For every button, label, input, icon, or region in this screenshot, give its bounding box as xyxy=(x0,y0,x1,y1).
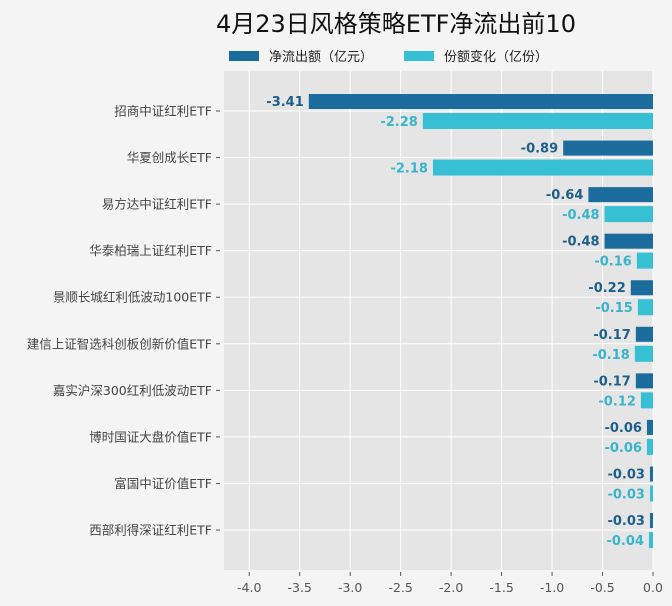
axes: -4.0 -3.5 -3.0 -2.5 -2.0 -1.5 -1.0 -0.5 0.0 招商中证红… xyxy=(27,104,663,596)
bar-net-outflow xyxy=(630,280,653,296)
data-label: -0.17 xyxy=(593,374,630,389)
x-tick-label: -0.5 xyxy=(590,580,614,595)
legend: 净流出额（亿元） 份额变化（亿份） xyxy=(229,49,548,65)
data-label: -0.17 xyxy=(593,328,630,343)
bar-share-change xyxy=(604,206,653,223)
data-label: -0.48 xyxy=(562,208,599,223)
x-tick-label: -2.0 xyxy=(439,580,463,595)
bar-net-outflow xyxy=(588,187,653,203)
data-label: -0.06 xyxy=(604,421,641,436)
data-label: -0.03 xyxy=(607,487,644,502)
bar-net-outflow xyxy=(635,326,653,342)
category-label: 富国中证价值ETF xyxy=(114,476,212,491)
category-label: 招商中证红利ETF xyxy=(114,104,212,119)
data-label: -0.06 xyxy=(604,441,641,456)
data-label: -2.28 xyxy=(380,115,417,130)
category-label: 西部利得深证红利ETF xyxy=(89,523,212,538)
x-tick-label: -1.5 xyxy=(489,580,513,595)
x-tick-label: -1.0 xyxy=(540,580,564,595)
bar-share-change xyxy=(636,252,653,269)
data-label: -0.48 xyxy=(562,235,599,250)
category-label: 易方达中证红利ETF xyxy=(102,197,212,212)
data-label: -0.04 xyxy=(606,534,643,549)
category-label: 嘉实沪深300红利低波动ETF xyxy=(53,383,212,398)
bar-share-change xyxy=(634,345,653,362)
data-label: -0.18 xyxy=(592,348,629,363)
chart-title: 4月23日风格策略ETF净流出前10 xyxy=(216,10,576,38)
x-tick-label: 0.0 xyxy=(643,580,663,595)
bar-share-change xyxy=(649,485,653,502)
category-label: 华泰柏瑞上证红利ETF xyxy=(89,243,212,258)
x-tick-label: -3.0 xyxy=(338,580,362,595)
data-label: -0.12 xyxy=(598,394,635,409)
bar-net-outflow xyxy=(635,373,653,389)
data-label: -0.89 xyxy=(521,142,558,157)
data-label: -0.03 xyxy=(607,467,644,482)
category-label: 建信上证智选科创板创新价值ETF xyxy=(27,336,212,351)
data-label: -0.15 xyxy=(595,301,632,316)
bar-share-change xyxy=(432,159,653,176)
bar-share-change xyxy=(648,532,653,549)
bar-share-change xyxy=(646,438,653,455)
legend-label: 份额变化（亿份） xyxy=(444,49,548,65)
data-label: -0.16 xyxy=(594,255,631,270)
bars: -3.41 -0.89 -0.64 -0.48 -0.22 -0.17 -0.17 -0.06… xyxy=(266,94,653,549)
data-label: -0.03 xyxy=(607,514,644,529)
bar-net-outflow xyxy=(308,94,653,109)
bar-share-change xyxy=(640,392,653,409)
x-tick-label: -3.5 xyxy=(288,580,312,595)
x-tick-label: -2.5 xyxy=(388,580,412,595)
bar-net-outflow xyxy=(649,513,653,529)
category-label: 博时国证大盘价值ETF xyxy=(89,429,212,444)
legend-swatch xyxy=(229,51,259,61)
legend-label: 净流出额（亿元） xyxy=(269,50,373,65)
category-label: 景顺长城红利低波动100ETF xyxy=(53,290,212,305)
bar-share-change xyxy=(637,299,653,316)
bar-net-outflow xyxy=(649,466,653,482)
x-tick-label: -4.0 xyxy=(237,580,261,595)
data-label: -2.18 xyxy=(390,162,427,177)
bar-share-change xyxy=(422,113,653,129)
bar-net-outflow xyxy=(646,419,653,435)
category-label: 华夏创成长ETF xyxy=(127,150,212,165)
bar-net-outflow xyxy=(563,140,653,156)
data-label: -3.41 xyxy=(266,95,303,110)
bar-net-outflow xyxy=(604,233,653,249)
data-label: -0.64 xyxy=(546,188,583,203)
legend-swatch xyxy=(404,51,434,61)
data-label: -0.22 xyxy=(588,281,625,296)
